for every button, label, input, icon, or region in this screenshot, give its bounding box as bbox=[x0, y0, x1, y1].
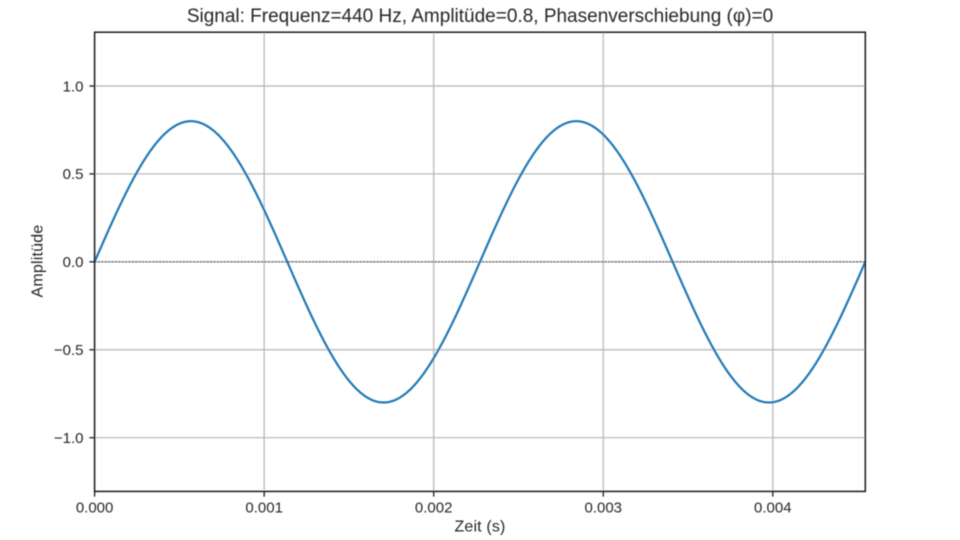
svg-text:Zeit (s): Zeit (s) bbox=[455, 519, 506, 536]
svg-text:0.002: 0.002 bbox=[415, 499, 453, 516]
svg-text:0.5: 0.5 bbox=[63, 166, 84, 183]
svg-text:0.001: 0.001 bbox=[245, 499, 283, 516]
svg-text:Signal: Frequenz=440 Hz, Ampli: Signal: Frequenz=440 Hz, Amplitüde=0.8, … bbox=[187, 6, 773, 27]
svg-text:−1.0: −1.0 bbox=[54, 430, 84, 447]
svg-text:0.003: 0.003 bbox=[584, 499, 622, 516]
svg-text:−0.5: −0.5 bbox=[54, 342, 84, 359]
svg-text:1.0: 1.0 bbox=[63, 78, 84, 95]
svg-text:0.004: 0.004 bbox=[754, 499, 792, 516]
svg-text:0.000: 0.000 bbox=[76, 499, 114, 516]
svg-text:Amplitüde: Amplitüde bbox=[30, 225, 47, 298]
svg-text:0.0: 0.0 bbox=[63, 254, 84, 271]
